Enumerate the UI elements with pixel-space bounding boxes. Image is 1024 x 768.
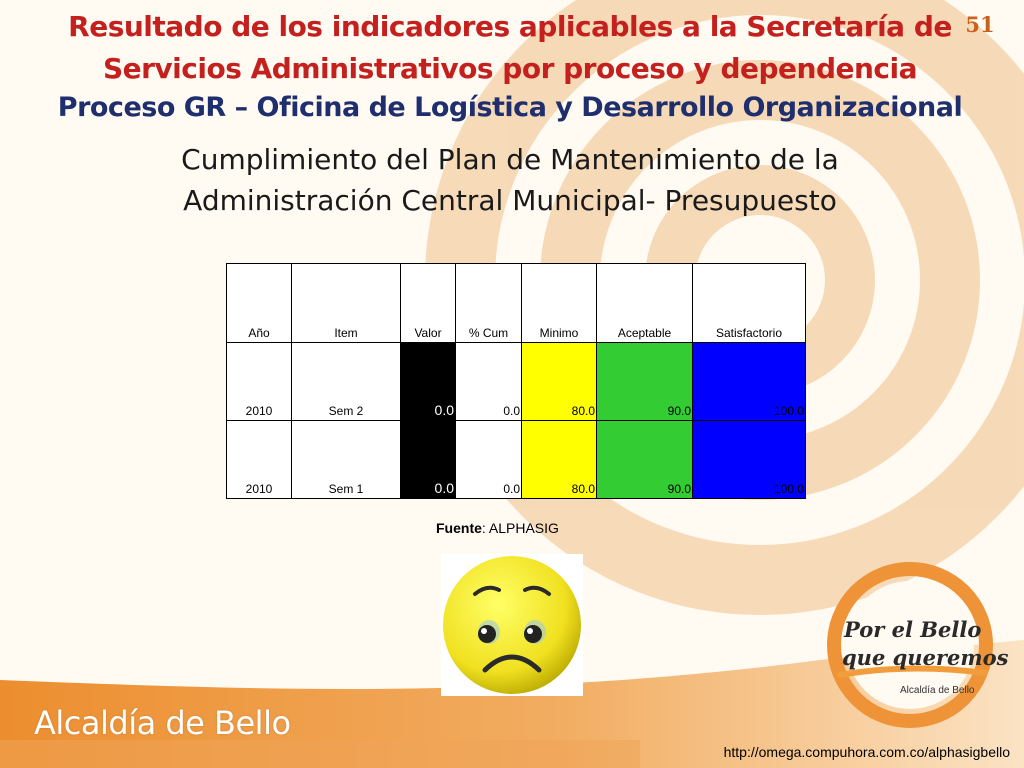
page-number: 51 bbox=[965, 12, 995, 37]
header-valor: Valor bbox=[400, 263, 456, 343]
title-line-1: Resultado de los indicadores aplicables … bbox=[68, 10, 952, 43]
header-ano: Año bbox=[226, 263, 292, 343]
header-minimo: Minimo bbox=[521, 263, 597, 343]
cell-ano: 2010 bbox=[226, 420, 292, 499]
process-title: Proceso GR – Oficina de Logística y Desa… bbox=[57, 92, 963, 123]
source-label: Fuente bbox=[436, 520, 482, 536]
indicator-table: Año Item Valor % Cum Minimo Aceptable Sa… bbox=[226, 263, 806, 499]
sad-face-icon bbox=[441, 554, 583, 696]
source-note: Fuente: ALPHASIG bbox=[436, 520, 559, 536]
cell-item: Sem 2 bbox=[291, 342, 401, 421]
header-satisfactorio: Satisfactorio bbox=[692, 263, 806, 343]
title-line-2: Servicios Administrativos por proceso y … bbox=[102, 52, 918, 85]
header-cum: % Cum bbox=[455, 263, 522, 343]
logo-line-2: que queremos bbox=[842, 645, 1009, 670]
logo-line-1: Por el Bello bbox=[844, 617, 982, 642]
table-header-row: Año Item Valor % Cum Minimo Aceptable Sa… bbox=[226, 263, 806, 343]
cell-satisfactorio: 100.0 bbox=[692, 420, 806, 499]
logo-subtitle: Alcaldía de Bello bbox=[900, 685, 975, 696]
cell-minimo: 80.0 bbox=[521, 420, 597, 499]
footer-brand: Alcaldía de Bello bbox=[34, 704, 291, 742]
cell-satisfactorio: 100.0 bbox=[692, 342, 806, 421]
subtitle-line-1: Cumplimiento del Plan de Mantenimiento d… bbox=[181, 143, 839, 176]
footer-url[interactable]: http://omega.compuhora.com.co/alphasigbe… bbox=[723, 744, 1010, 760]
source-value: : ALPHASIG bbox=[481, 520, 559, 536]
cell-valor: 0.0 bbox=[400, 420, 456, 499]
cell-valor: 0.0 bbox=[400, 342, 456, 421]
header-item: Item bbox=[291, 263, 401, 343]
cell-ano: 2010 bbox=[226, 342, 292, 421]
cell-minimo: 80.0 bbox=[521, 342, 597, 421]
cell-item: Sem 1 bbox=[291, 420, 401, 499]
table-row: 2010 Sem 1 0.0 0.0 80.0 90.0 100.0 bbox=[226, 420, 806, 499]
cell-aceptable: 90.0 bbox=[596, 342, 693, 421]
subtitle-line-2: Administración Central Municipal- Presup… bbox=[183, 184, 837, 217]
campaign-logo: Por el Bello que queremos Alcaldía de Be… bbox=[820, 555, 1008, 735]
table-row: 2010 Sem 2 0.0 0.0 80.0 90.0 100.0 bbox=[226, 342, 806, 421]
cell-cum: 0.0 bbox=[455, 342, 522, 421]
header-aceptable: Aceptable bbox=[596, 263, 693, 343]
cell-aceptable: 90.0 bbox=[596, 420, 693, 499]
cell-cum: 0.0 bbox=[455, 420, 522, 499]
